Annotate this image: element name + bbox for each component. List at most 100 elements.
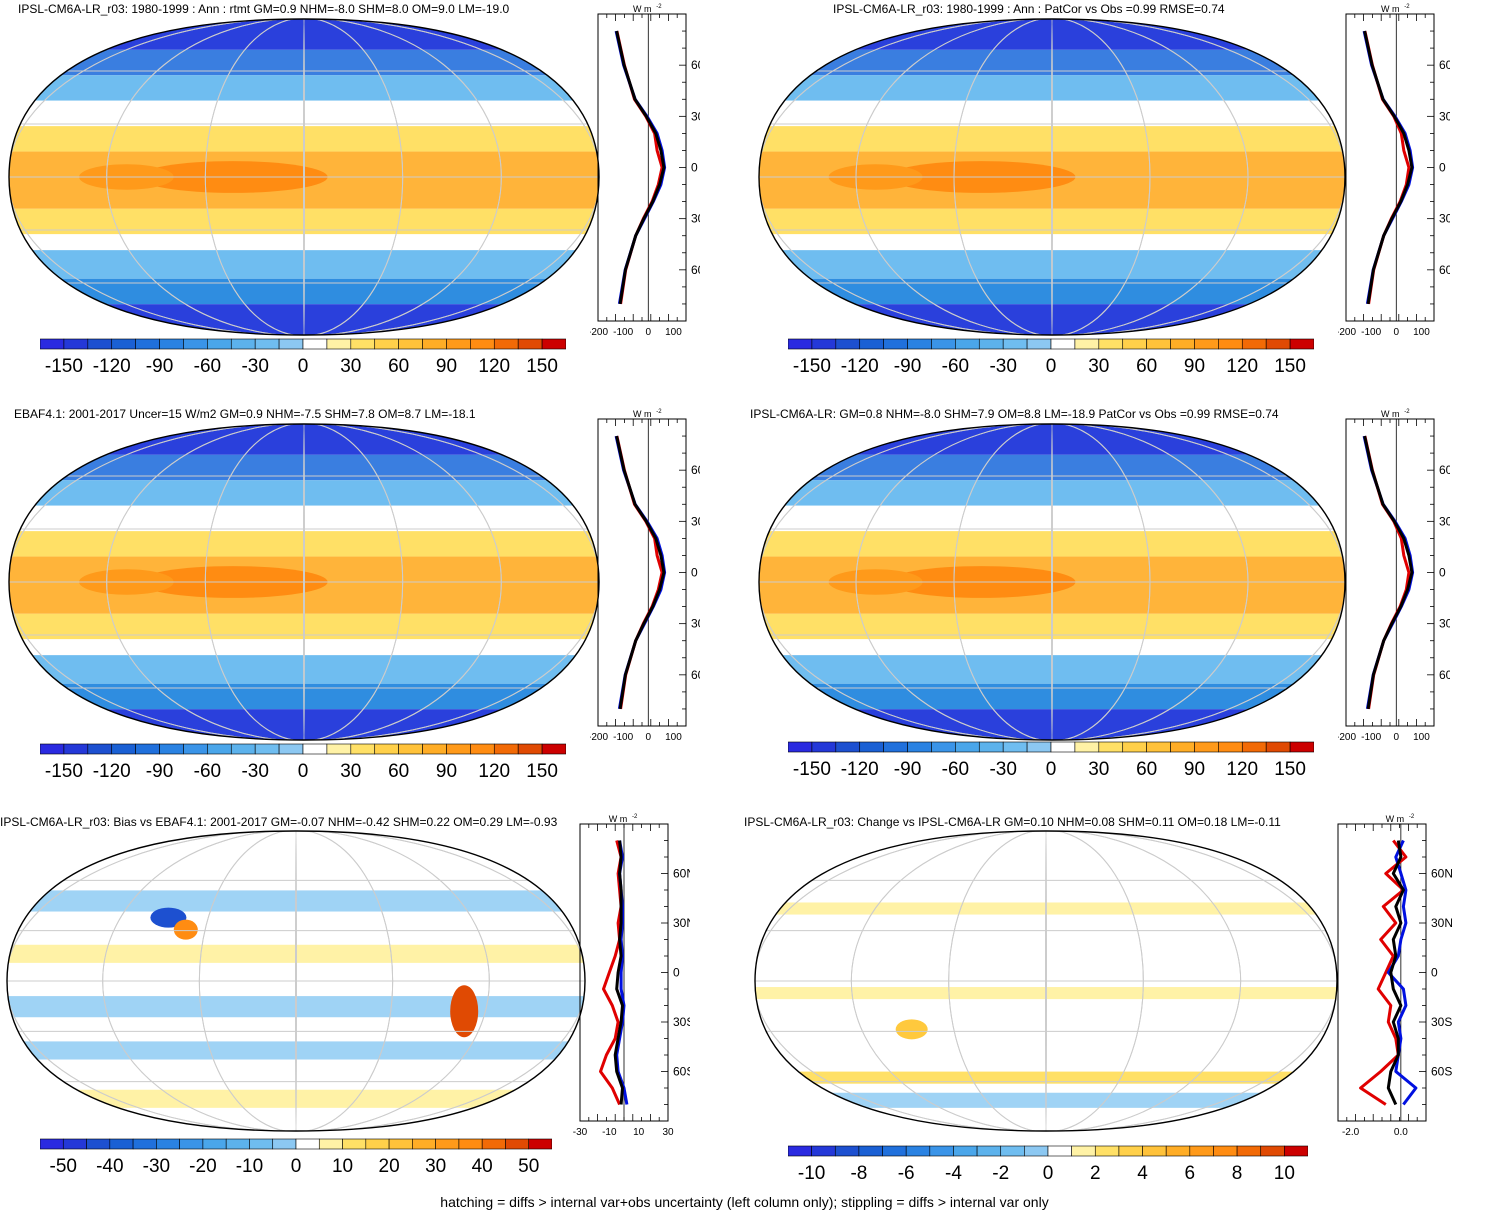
graticule-lon (850, 831, 1242, 1131)
colorbar-box (859, 741, 884, 753)
profile-lat-label: 60S (1439, 668, 1450, 682)
colorbar-box (1146, 338, 1171, 350)
colorbar-box (458, 1138, 483, 1150)
colorbar-tick-label: 90 (436, 356, 457, 377)
panel-5-map (6, 830, 586, 1132)
profile-series-line (614, 30, 667, 305)
panel-2-map (758, 18, 1346, 336)
colorbar-box (931, 338, 956, 350)
profile-unit-sup: -2 (656, 4, 662, 10)
profile-series-line (615, 30, 664, 305)
colorbar-tick-label: -10 (236, 1156, 263, 1177)
colorbar-tick-label: -90 (894, 356, 921, 377)
panel-5-colorbar: -50 -40 -30 -20 -10 0 10 20 30 40 50 (40, 1138, 552, 1177)
profile-lat-label: 0 (1439, 566, 1446, 580)
colorbar-box (318, 1138, 343, 1150)
profile-series-line (1362, 435, 1415, 710)
colorbar-box (225, 1138, 250, 1150)
colorbar-box (470, 338, 495, 350)
colorbar-tick-label: 6 (1185, 1163, 1196, 1184)
panel-3-profile: 60N 30N 0 30S 60S -200 -100 0 100 W m -2 (590, 409, 700, 743)
colorbar-box (446, 338, 471, 350)
colorbar-box (835, 338, 861, 350)
profile-lat-label: 30S (673, 1015, 690, 1029)
colorbar-box (132, 1138, 157, 1150)
colorbar-box (135, 338, 160, 350)
colorbar-box (63, 743, 89, 755)
colorbar-box (350, 338, 376, 350)
colorbar-tick-label: 90 (1184, 759, 1205, 780)
profile-x-label: 0.0 (1394, 1127, 1408, 1138)
colorbar-box (883, 741, 908, 753)
map-outline (754, 830, 1338, 1132)
colorbar-box (517, 743, 543, 755)
panel-4-colorbar: -150 -120 -90 -60 -30 0 30 60 90 120 150 (788, 741, 1314, 780)
profile-lat-label: 60S (691, 263, 700, 277)
profile-x-label: -200 (590, 327, 608, 338)
colorbar-box (976, 1145, 1002, 1157)
profile-lat-label: 0 (1439, 161, 1446, 175)
profile-unit: W m (1381, 4, 1400, 14)
colorbar-tick-label: 30 (1088, 759, 1109, 780)
graticule-lon (295, 831, 297, 1131)
colorbar-box (326, 743, 352, 755)
profile-series-line (1359, 839, 1408, 1106)
colorbar-tick-label: -120 (841, 759, 879, 780)
colorbar-tick-label: -4 (945, 1163, 962, 1184)
colorbar-tick-label: 0 (1046, 356, 1057, 377)
profile-x-label: 100 (1413, 732, 1430, 743)
graticule-lon (1045, 831, 1047, 1131)
colorbar-box (179, 1138, 204, 1150)
colorbar-tick-label: 0 (291, 1156, 302, 1177)
colorbar-tick-label: -60 (194, 761, 221, 782)
colorbar-box (1189, 1145, 1214, 1157)
colorbar-box (931, 741, 956, 753)
colorbar-box (1265, 338, 1291, 350)
colorbar-box (835, 741, 861, 753)
colorbar-box (249, 1138, 274, 1150)
profile-unit-sup: -2 (1409, 814, 1415, 820)
colorbar-box (111, 743, 136, 755)
colorbar-box (278, 743, 304, 755)
colorbar-box (398, 338, 423, 350)
colorbar-box (1146, 741, 1171, 753)
colorbar-box (1265, 741, 1291, 753)
colorbar-tick-label: 60 (388, 356, 409, 377)
colorbar-tick-label: 30 (1088, 356, 1109, 377)
graticule-lon (204, 424, 404, 740)
colorbar-tick-label: 30 (340, 761, 361, 782)
colorbar-tick-label: 30 (340, 356, 361, 377)
profile-series-line (1386, 840, 1405, 1106)
colorbar-box (159, 743, 184, 755)
profile-lat-label: 60S (691, 668, 700, 682)
colorbar-tick-label: 60 (1136, 759, 1157, 780)
colorbar-box (87, 743, 113, 755)
colorbar-box (86, 1138, 111, 1150)
colorbar-box (111, 338, 136, 350)
colorbar-tick-label: -60 (942, 759, 969, 780)
map-outline (758, 18, 1346, 336)
profile-lat-label: 30S (1431, 1015, 1452, 1029)
profile-x-label: -100 (1361, 327, 1381, 338)
graticule-lon (948, 831, 1144, 1131)
colorbar-box (350, 743, 376, 755)
profile-x-label: 100 (1413, 327, 1430, 338)
colorbar-box (978, 741, 1004, 753)
profile-lat-label: 60S (1439, 263, 1450, 277)
colorbar-box (1000, 1145, 1025, 1157)
colorbar-box (907, 741, 932, 753)
colorbar-box (40, 743, 65, 755)
colorbar-box (254, 338, 280, 350)
graticule-lon (855, 19, 1249, 335)
profile-lat-label: 60N (1439, 463, 1450, 477)
colorbar-tick-label: 50 (518, 1156, 539, 1177)
graticule-lon (953, 424, 1151, 740)
colorbar-box (254, 743, 280, 755)
colorbar-box (230, 338, 256, 350)
colorbar-tick-label: -150 (793, 759, 831, 780)
colorbar-box (788, 741, 813, 753)
colorbar-box (788, 1145, 812, 1157)
colorbar-tick-label: -50 (50, 1156, 77, 1177)
profile-x-label: -30 (573, 1127, 588, 1138)
panel-5-title: IPSL-CM6A-LR_r03: Bias vs EBAF4.1: 2001-… (0, 815, 558, 829)
